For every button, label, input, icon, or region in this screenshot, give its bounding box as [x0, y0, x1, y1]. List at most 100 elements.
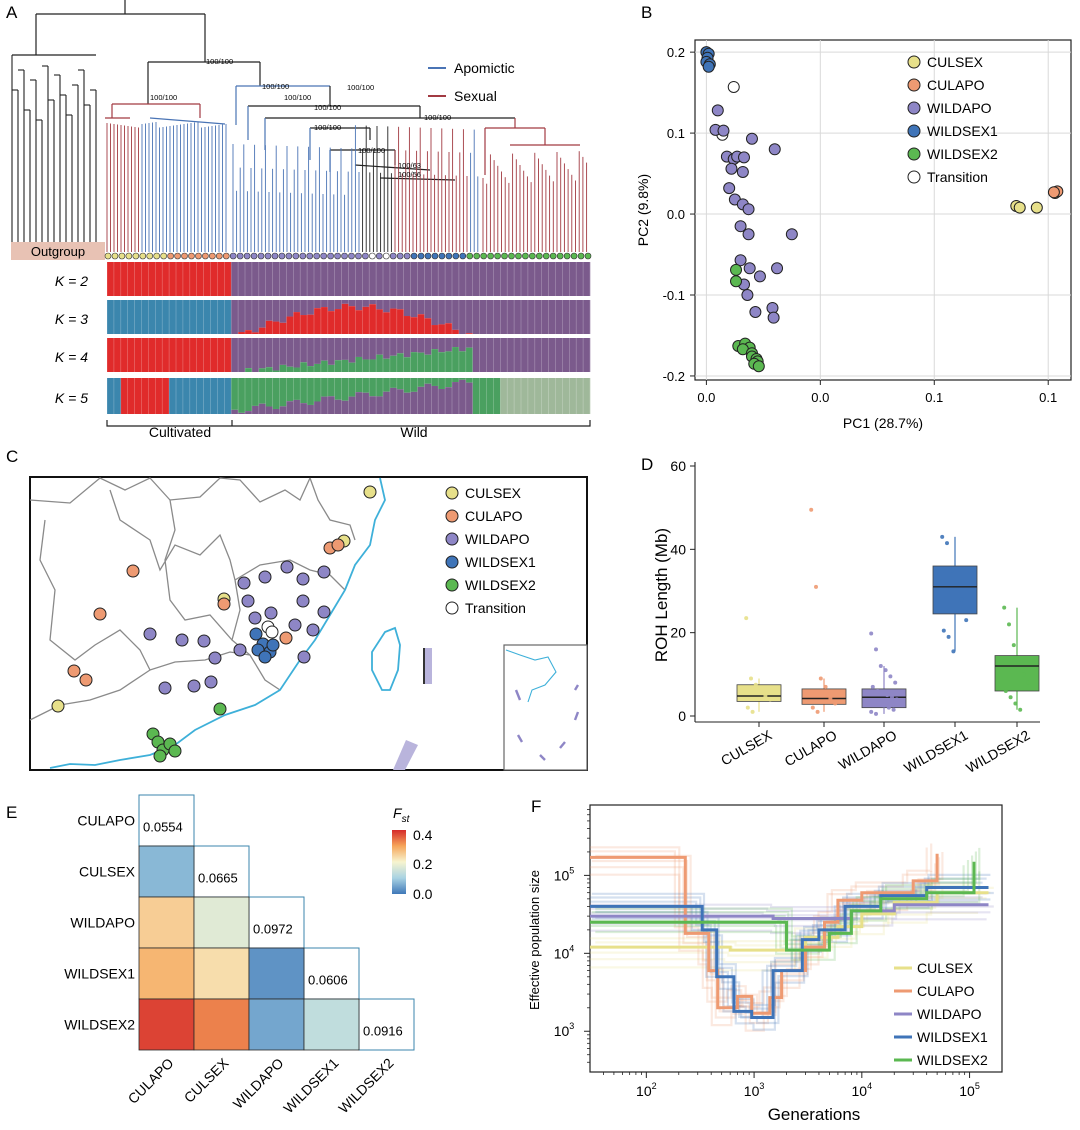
- admix-bar: [203, 338, 211, 372]
- pca-legend-marker: [907, 124, 921, 138]
- admix-bar: [286, 338, 294, 367]
- sample-dot: [125, 252, 133, 260]
- admix-bar: [424, 338, 432, 355]
- pca-point-wildsex2: [730, 263, 743, 276]
- admix-bar: [355, 378, 363, 393]
- admix-bar: [389, 378, 398, 388]
- admix-bar: [258, 300, 266, 328]
- bootstrap-label: 100/100: [358, 146, 385, 155]
- ne-legend-label: WILDSEX2: [917, 1052, 988, 1068]
- admix-bar: [445, 378, 453, 388]
- ne-bootstrap-line: [590, 847, 928, 1009]
- bootstrap-label: 100/100: [262, 82, 289, 91]
- fst-row-label: CULAPO: [77, 813, 135, 829]
- admix-bar: [300, 300, 308, 316]
- fst-diagonal-value: 0.0665: [198, 871, 238, 886]
- ne-bootstrap-line: [590, 900, 979, 917]
- map-point-culapo: [79, 673, 93, 687]
- admix-bar: [320, 396, 329, 414]
- admix-bar: [355, 338, 363, 357]
- fst-col-label: WILDAPO: [230, 1055, 287, 1112]
- admix-bar: [320, 300, 329, 308]
- roh-point: [886, 705, 891, 710]
- pca-y-label: PC2 (9.8%): [635, 174, 651, 246]
- admix-bar: [479, 338, 487, 372]
- admix-bar: [320, 360, 329, 372]
- pca-axes: 0.0 0.0 0.1 0.1 0.2 0.1 0.0 -0.1 -0.2: [663, 45, 1058, 405]
- admix-bar: [265, 367, 273, 372]
- admix-bar: [376, 262, 384, 296]
- ne-x-tick-exponent: 5: [975, 1081, 980, 1091]
- admix-bar: [431, 385, 439, 414]
- admix-bar: [251, 338, 260, 372]
- admix-bar: [376, 338, 384, 355]
- admix-bar: [362, 378, 370, 393]
- admix-bar: [314, 262, 322, 296]
- admix-bar: [438, 388, 446, 414]
- admix-bar: [376, 309, 384, 334]
- map-legend-marker: [445, 601, 459, 615]
- pca-point-wildapo: [771, 262, 784, 275]
- sample-dot: [522, 252, 529, 260]
- admix-bar: [286, 366, 294, 372]
- admix-bar: [362, 300, 370, 307]
- sample-dot: [536, 252, 543, 260]
- province-border: [29, 669, 151, 721]
- admix-bar: [307, 314, 315, 334]
- sample-dot: [236, 252, 244, 260]
- roh-point: [893, 680, 898, 685]
- colorbar-tick: 0.0: [413, 886, 433, 902]
- roh-point: [870, 684, 875, 689]
- admix-bar: [327, 396, 335, 414]
- roh-point: [885, 693, 890, 698]
- roh-point: [763, 694, 768, 698]
- admix-bar: [569, 338, 577, 372]
- map-point-wildsex2: [153, 749, 167, 763]
- map-sample-points: [51, 485, 377, 763]
- admix-bar: [465, 333, 473, 334]
- k-label: K = 3: [55, 311, 88, 327]
- admix-bar: [300, 262, 308, 296]
- map-point-wildapo: [197, 634, 211, 648]
- admix-bar: [445, 351, 453, 372]
- admix-bar: [452, 378, 460, 383]
- admix-bar: [245, 378, 253, 412]
- admix-bar: [279, 322, 287, 334]
- admix-bar: [300, 378, 308, 404]
- sample-dot: [348, 252, 355, 260]
- pca-x-tick-label: 0.0: [811, 390, 829, 405]
- roh-point: [744, 616, 749, 621]
- admix-bar: [231, 378, 239, 410]
- admix-bar: [438, 338, 446, 353]
- admix-bar: [320, 378, 329, 397]
- admix-bar: [403, 392, 411, 414]
- sample-dot: [459, 252, 467, 260]
- ne-bootstrap-line: [590, 855, 974, 945]
- map-point-culapo: [126, 564, 140, 578]
- admix-bar: [362, 262, 370, 296]
- admix-bar: [417, 262, 425, 296]
- roh-y-tick-label: 60: [670, 458, 686, 474]
- roh-box-culsex: [736, 684, 782, 702]
- admix-bar: [341, 378, 349, 401]
- fst-col-label: WILDSEX1: [280, 1055, 342, 1117]
- roh-point: [1018, 707, 1023, 712]
- pca-point-wildapo: [743, 262, 756, 275]
- roh-point: [818, 676, 823, 681]
- admix-bar: [458, 262, 467, 296]
- admix-bar: [272, 321, 280, 334]
- sample-dot: [118, 252, 126, 260]
- admix-bar: [569, 378, 577, 414]
- pca-point-wildapo: [737, 151, 750, 164]
- roh-y-label: ROH Length (Mb): [652, 528, 671, 662]
- admix-bar: [445, 262, 453, 296]
- admix-bar: [348, 362, 356, 372]
- fst-cell: [193, 947, 250, 1000]
- roh-point: [750, 709, 755, 714]
- group-brackets: Cultivated Wild: [106, 420, 591, 440]
- admix-bar: [169, 300, 177, 334]
- bootstrap-label: 100/100: [150, 93, 177, 102]
- admix-bar: [396, 378, 404, 390]
- admix-bar: [514, 300, 522, 334]
- admix-bar: [141, 262, 149, 296]
